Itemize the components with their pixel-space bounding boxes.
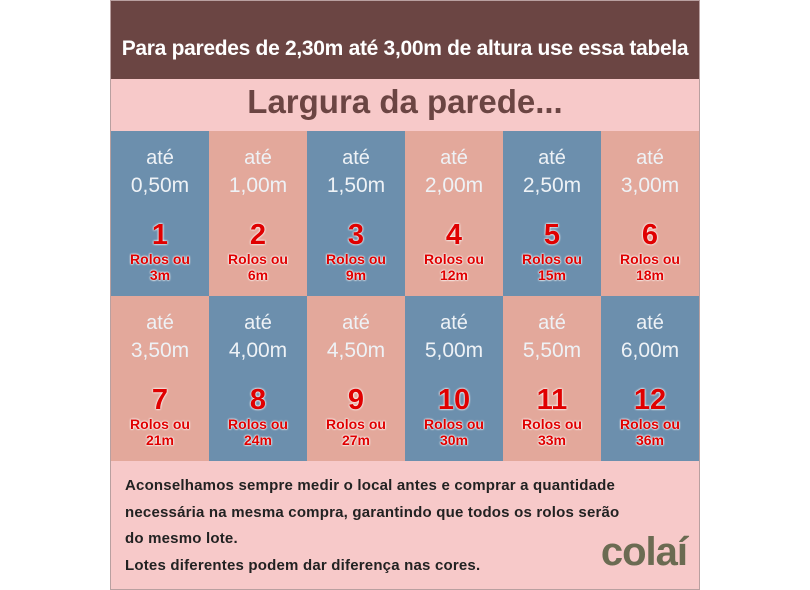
width-label: 4,00m — [228, 339, 288, 362]
rolls-label: Rolos ou — [130, 251, 190, 267]
rolls-label: Rolos ou — [228, 416, 288, 432]
upto-label: até — [538, 147, 566, 169]
roll-count: 2 — [249, 219, 267, 251]
cell: até 1,50m 3 Rolos ou 9m — [307, 131, 405, 296]
roll-count: 4 — [445, 219, 463, 251]
rolls-label: Rolos ou — [326, 416, 386, 432]
rolls-label: Rolos ou — [228, 251, 288, 267]
upto-label: até — [146, 312, 174, 334]
length-label: 15m — [537, 267, 567, 283]
upto-label: até — [244, 312, 272, 334]
upto-label: até — [342, 147, 370, 169]
roll-count: 8 — [249, 384, 267, 416]
length-label: 3m — [149, 267, 171, 283]
heading: Largura da parede... — [247, 83, 563, 120]
rolls-label: Rolos ou — [424, 416, 484, 432]
width-label: 3,00m — [620, 174, 680, 197]
roll-count: 11 — [536, 384, 568, 416]
upto-label: até — [146, 147, 174, 169]
rolls-label: Rolos ou — [130, 416, 190, 432]
roll-count: 6 — [641, 219, 659, 251]
roll-count: 10 — [437, 384, 471, 416]
width-label: 2,00m — [424, 174, 484, 197]
cell: até 2,50m 5 Rolos ou 15m — [503, 131, 601, 296]
rolls-label: Rolos ou — [620, 251, 680, 267]
rolls-label: Rolos ou — [620, 416, 680, 432]
footer-line: necessária na mesma compra, garantindo q… — [125, 503, 620, 521]
roll-count: 9 — [347, 384, 365, 416]
length-label: 9m — [345, 267, 367, 283]
title: Para paredes de 2,30m até 3,00m de altur… — [121, 37, 689, 60]
cell: até 6,00m 12 Rolos ou 36m — [601, 296, 699, 461]
rolls-label: Rolos ou — [326, 251, 386, 267]
length-label: 33m — [537, 432, 567, 448]
upto-label: até — [244, 147, 272, 169]
roll-count: 5 — [543, 219, 561, 251]
length-label: 30m — [439, 432, 469, 448]
width-label: 0,50m — [130, 174, 190, 197]
cell: até 4,50m 9 Rolos ou 27m — [307, 296, 405, 461]
rolls-label: Rolos ou — [424, 251, 484, 267]
roll-count: 3 — [347, 219, 365, 251]
cell: até 1,00m 2 Rolos ou 6m — [209, 131, 307, 296]
footer-line: do mesmo lote. — [125, 530, 238, 547]
grid: até 0,50m 1 Rolos ou 3m até 1,00m 2 Rolos ou 6m at… — [111, 131, 699, 461]
cell: até 4,00m 8 Rolos ou 24m — [209, 296, 307, 461]
length-label: 6m — [247, 267, 269, 283]
upto-label: até — [440, 312, 468, 334]
length-label: 27m — [341, 432, 371, 448]
footer-line: Lotes diferentes podem dar diferença nas… — [125, 556, 481, 574]
width-label: 6,00m — [620, 339, 680, 362]
footer-line: Aconselhamos sempre medir o local antes … — [125, 477, 616, 494]
header-band — [111, 1, 699, 79]
cell: até 5,00m 10 Rolos ou 30m — [405, 296, 503, 461]
cell: até 3,50m 7 Rolos ou 21m — [111, 296, 209, 461]
rolls-label: Rolos ou — [522, 251, 582, 267]
roll-count: 7 — [151, 384, 169, 416]
upto-label: até — [440, 147, 468, 169]
card: Para paredes de 2,30m até 3,00m de altur… — [110, 0, 700, 590]
width-label: 5,50m — [522, 339, 582, 362]
cell: até 5,50m 11 Rolos ou 33m — [503, 296, 601, 461]
cell: até 2,00m 4 Rolos ou 12m — [405, 131, 503, 296]
width-label: 1,00m — [228, 174, 288, 197]
rolls-label: Rolos ou — [522, 416, 582, 432]
length-label: 24m — [243, 432, 273, 448]
length-label: 36m — [635, 432, 665, 448]
footer-text: Aconselhamos sempre medir o local antes … — [125, 473, 685, 579]
upto-label: até — [636, 312, 664, 334]
logo: colaí — [600, 530, 688, 574]
upto-label: até — [342, 312, 370, 334]
roll-count: 12 — [633, 384, 667, 416]
length-label: 18m — [635, 267, 665, 283]
width-label: 4,50m — [326, 339, 386, 362]
upto-label: até — [636, 147, 664, 169]
upto-label: até — [538, 312, 566, 334]
cell: até 0,50m 1 Rolos ou 3m — [111, 131, 209, 296]
width-label: 2,50m — [522, 174, 582, 197]
roll-count: 1 — [151, 219, 169, 251]
cell: até 3,00m 6 Rolos ou 18m — [601, 131, 699, 296]
width-label: 5,00m — [424, 339, 484, 362]
length-label: 12m — [439, 267, 469, 283]
width-label: 3,50m — [130, 339, 190, 362]
length-label: 21m — [145, 432, 175, 448]
width-label: 1,50m — [326, 174, 386, 197]
